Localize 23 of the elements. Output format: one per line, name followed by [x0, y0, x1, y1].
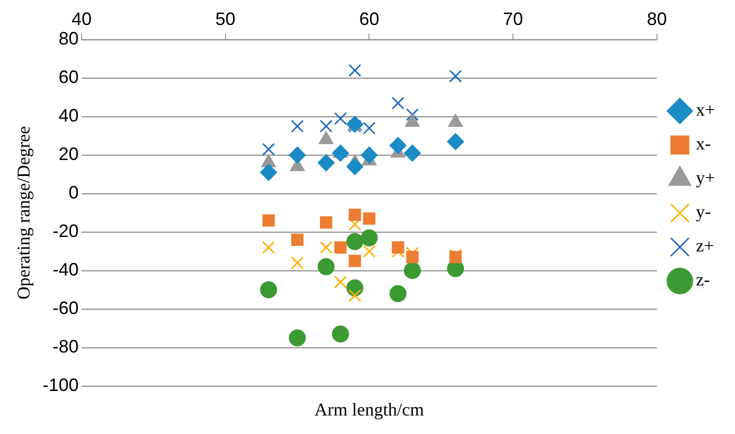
x-axis-title: Arm length/cm	[314, 400, 424, 420]
x-tick-label: 60	[359, 8, 380, 29]
legend-label: y-	[696, 202, 711, 222]
legend-label: y+	[696, 168, 716, 188]
y-tick-label: 80	[58, 28, 79, 49]
y-axis-title: Operating range/Degree	[14, 126, 34, 300]
x-tick-label: 50	[215, 8, 236, 29]
legend-label: z+	[696, 236, 714, 256]
x-tick-label: 70	[503, 8, 524, 29]
x-tick-label: 40	[72, 8, 92, 29]
y-tick-label: 0	[68, 182, 79, 203]
y-tick-label: -40	[52, 260, 79, 280]
y-tick-label: 60	[58, 67, 79, 88]
y-tick-label: -80	[52, 336, 79, 356]
y-tick-label: 20	[58, 144, 79, 164]
legend-label: x-	[696, 134, 711, 154]
y-tick-label: -100	[42, 374, 79, 395]
y-tick-label: -20	[52, 221, 79, 242]
legend-label: x+	[696, 100, 716, 120]
legend-label: z-	[696, 270, 710, 290]
y-tick-label: 40	[58, 106, 79, 126]
x-tick-label: 80	[646, 8, 667, 29]
y-tick-label: -60	[52, 298, 79, 318]
